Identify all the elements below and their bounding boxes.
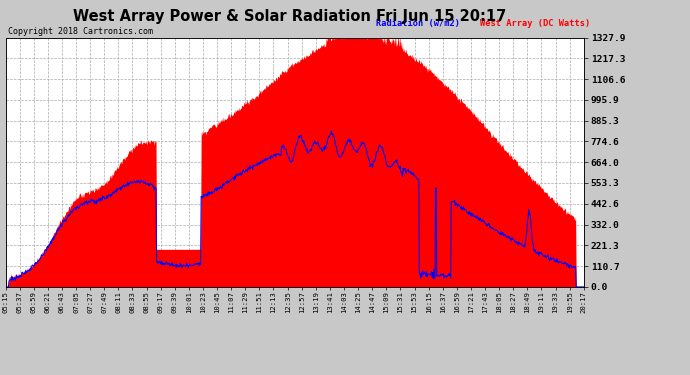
Text: Copyright 2018 Cartronics.com: Copyright 2018 Cartronics.com (8, 27, 153, 36)
Text: West Array Power & Solar Radiation Fri Jun 15 20:17: West Array Power & Solar Radiation Fri J… (73, 9, 506, 24)
Text: West Array (DC Watts): West Array (DC Watts) (480, 19, 591, 28)
Text: Radiation (w/m2): Radiation (w/m2) (375, 19, 460, 28)
